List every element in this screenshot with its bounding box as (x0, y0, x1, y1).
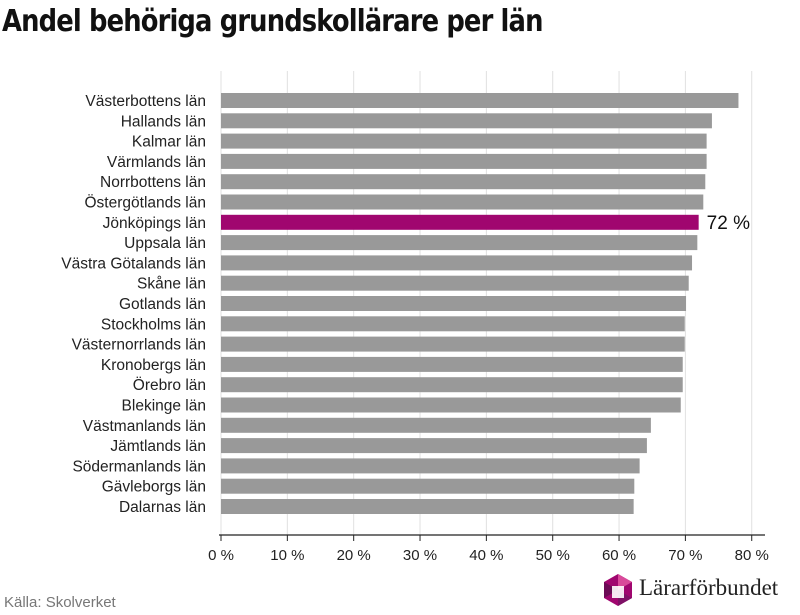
category-label: Västernorrlands län (72, 337, 206, 354)
x-tick-label: 70 % (668, 547, 702, 564)
x-axis: 0 % 10 % 20 % 30 % 40 % 50 % 60 % 70 % 80 % (208, 534, 769, 564)
category-label: Gävleborgs län (102, 479, 206, 496)
bar (221, 194, 704, 210)
bar (221, 478, 635, 494)
category-label: Gotlands län (119, 296, 206, 313)
category-labels: Västerbottens län Hallands län Kalmar län V… (61, 93, 206, 516)
bar (221, 336, 685, 352)
bar-chart: Västerbottens län Hallands län Kalmar län V… (61, 71, 769, 564)
bar (221, 499, 634, 514)
lararforbundet-logo: Lärarförbundet (601, 572, 796, 610)
category-label: Örebro län (133, 376, 206, 394)
logo-wordmark: Lärarförbundet (639, 575, 779, 600)
x-tick-label: 30 % (403, 547, 437, 564)
bar (221, 174, 706, 190)
bar (221, 356, 683, 372)
category-label: Uppsala län (124, 235, 206, 252)
bar (221, 397, 681, 413)
source-note: Källa: Skolverket (4, 594, 116, 611)
bar (221, 235, 698, 251)
category-label: Västerbottens län (85, 93, 206, 110)
highlight-value-label: 72 % (707, 213, 750, 234)
category-label: Södermanlands län (72, 458, 206, 475)
x-tick-label: 80 % (735, 547, 769, 564)
category-label: Stockholms län (101, 316, 206, 333)
category-label: Västra Götalands län (61, 255, 206, 272)
x-tick-label: 0 % (208, 547, 234, 564)
category-label: Kronobergs län (101, 357, 206, 374)
category-label: Norrbottens län (100, 174, 206, 191)
chart-title: Andel behöriga grundskollärare per län (2, 4, 543, 39)
bar (221, 316, 685, 332)
x-tick-label: 60 % (602, 547, 636, 564)
bar (221, 255, 693, 271)
category-label: Hallands län (121, 113, 206, 130)
bar (221, 113, 712, 129)
x-tick-label: 40 % (469, 547, 503, 564)
category-label: Jämtlands län (110, 438, 206, 455)
bar (221, 153, 707, 169)
lararforbundet-logo-icon (604, 574, 632, 606)
bar (221, 377, 683, 393)
category-label: Västmanlands län (83, 418, 206, 435)
bar-highlighted (221, 214, 699, 230)
category-label: Jönköpings län (103, 215, 206, 232)
x-tick-label: 50 % (536, 547, 570, 564)
category-label: Kalmar län (132, 134, 206, 151)
annotations: 72 % (707, 213, 750, 234)
bar (221, 438, 647, 454)
category-label: Värmlands län (107, 154, 206, 171)
category-label: Östergötlands län (85, 194, 207, 212)
bars (221, 93, 739, 514)
bar (221, 93, 739, 108)
bar (221, 133, 707, 149)
bar (221, 296, 687, 311)
bar (221, 275, 689, 291)
bar (221, 458, 640, 474)
category-label: Skåne län (137, 276, 206, 293)
x-tick-label: 20 % (337, 547, 371, 564)
x-tick-label: 10 % (270, 547, 304, 564)
category-label: Blekinge län (122, 398, 206, 415)
category-label: Dalarnas län (119, 499, 206, 516)
bar (221, 417, 651, 433)
